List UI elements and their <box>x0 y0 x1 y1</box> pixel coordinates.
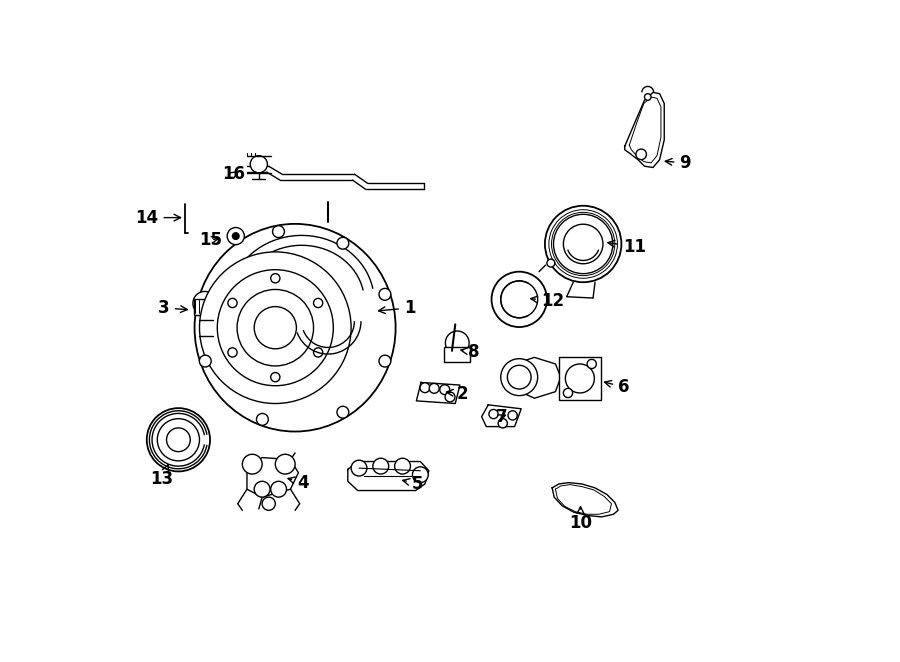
Circle shape <box>228 348 237 357</box>
Text: 10: 10 <box>569 506 592 532</box>
Circle shape <box>254 307 296 349</box>
Text: 12: 12 <box>531 293 564 310</box>
Circle shape <box>429 383 439 393</box>
Circle shape <box>565 364 594 393</box>
Polygon shape <box>515 357 561 399</box>
Text: 16: 16 <box>222 165 246 183</box>
Circle shape <box>254 481 270 497</box>
Circle shape <box>200 252 351 404</box>
Circle shape <box>242 454 262 474</box>
Text: 15: 15 <box>200 231 222 249</box>
Circle shape <box>273 226 284 238</box>
Circle shape <box>275 454 295 474</box>
Ellipse shape <box>194 224 396 432</box>
Polygon shape <box>417 383 460 404</box>
Circle shape <box>420 383 430 393</box>
Circle shape <box>373 458 389 474</box>
Circle shape <box>636 149 646 160</box>
Text: 6: 6 <box>605 378 630 396</box>
Circle shape <box>489 410 498 418</box>
Circle shape <box>544 206 621 282</box>
Circle shape <box>587 359 597 369</box>
Text: 5: 5 <box>403 475 423 493</box>
Text: 13: 13 <box>150 465 174 489</box>
Circle shape <box>158 418 200 461</box>
Circle shape <box>228 299 237 308</box>
Circle shape <box>313 348 323 357</box>
Circle shape <box>199 355 212 367</box>
Circle shape <box>547 259 554 267</box>
Text: 8: 8 <box>461 343 480 361</box>
Circle shape <box>446 331 469 355</box>
Circle shape <box>498 418 508 428</box>
Circle shape <box>227 228 244 245</box>
Text: 11: 11 <box>608 238 645 256</box>
Polygon shape <box>482 405 521 426</box>
Circle shape <box>379 289 391 301</box>
Circle shape <box>379 355 391 367</box>
Circle shape <box>250 156 267 173</box>
FancyBboxPatch shape <box>194 299 211 314</box>
Text: 9: 9 <box>665 154 691 172</box>
Text: 7: 7 <box>496 408 508 426</box>
Circle shape <box>337 237 349 249</box>
Polygon shape <box>553 483 618 517</box>
Polygon shape <box>247 457 299 497</box>
Text: 14: 14 <box>136 209 181 226</box>
FancyBboxPatch shape <box>444 348 471 362</box>
Polygon shape <box>625 93 664 167</box>
Circle shape <box>446 392 454 402</box>
Circle shape <box>232 233 239 240</box>
Circle shape <box>563 224 603 263</box>
Circle shape <box>508 365 531 389</box>
Circle shape <box>271 373 280 382</box>
Circle shape <box>147 408 210 471</box>
Circle shape <box>412 467 428 483</box>
FancyBboxPatch shape <box>559 357 601 401</box>
Circle shape <box>351 460 367 476</box>
Circle shape <box>166 428 190 451</box>
Circle shape <box>217 269 333 386</box>
Circle shape <box>237 289 313 366</box>
Circle shape <box>394 458 410 474</box>
Circle shape <box>193 291 217 315</box>
Circle shape <box>262 497 275 510</box>
Polygon shape <box>347 461 429 491</box>
Text: 4: 4 <box>288 473 309 492</box>
Circle shape <box>271 273 280 283</box>
Circle shape <box>500 281 537 318</box>
Circle shape <box>313 299 323 308</box>
Circle shape <box>554 214 613 273</box>
Circle shape <box>440 385 450 395</box>
Text: 3: 3 <box>158 299 187 317</box>
Circle shape <box>256 414 268 425</box>
Circle shape <box>337 406 349 418</box>
Circle shape <box>563 389 572 398</box>
Circle shape <box>500 359 537 396</box>
Circle shape <box>271 481 286 497</box>
Circle shape <box>491 271 547 327</box>
Circle shape <box>508 410 518 420</box>
Circle shape <box>644 94 651 100</box>
Text: 2: 2 <box>446 385 468 402</box>
Text: 1: 1 <box>379 299 416 317</box>
